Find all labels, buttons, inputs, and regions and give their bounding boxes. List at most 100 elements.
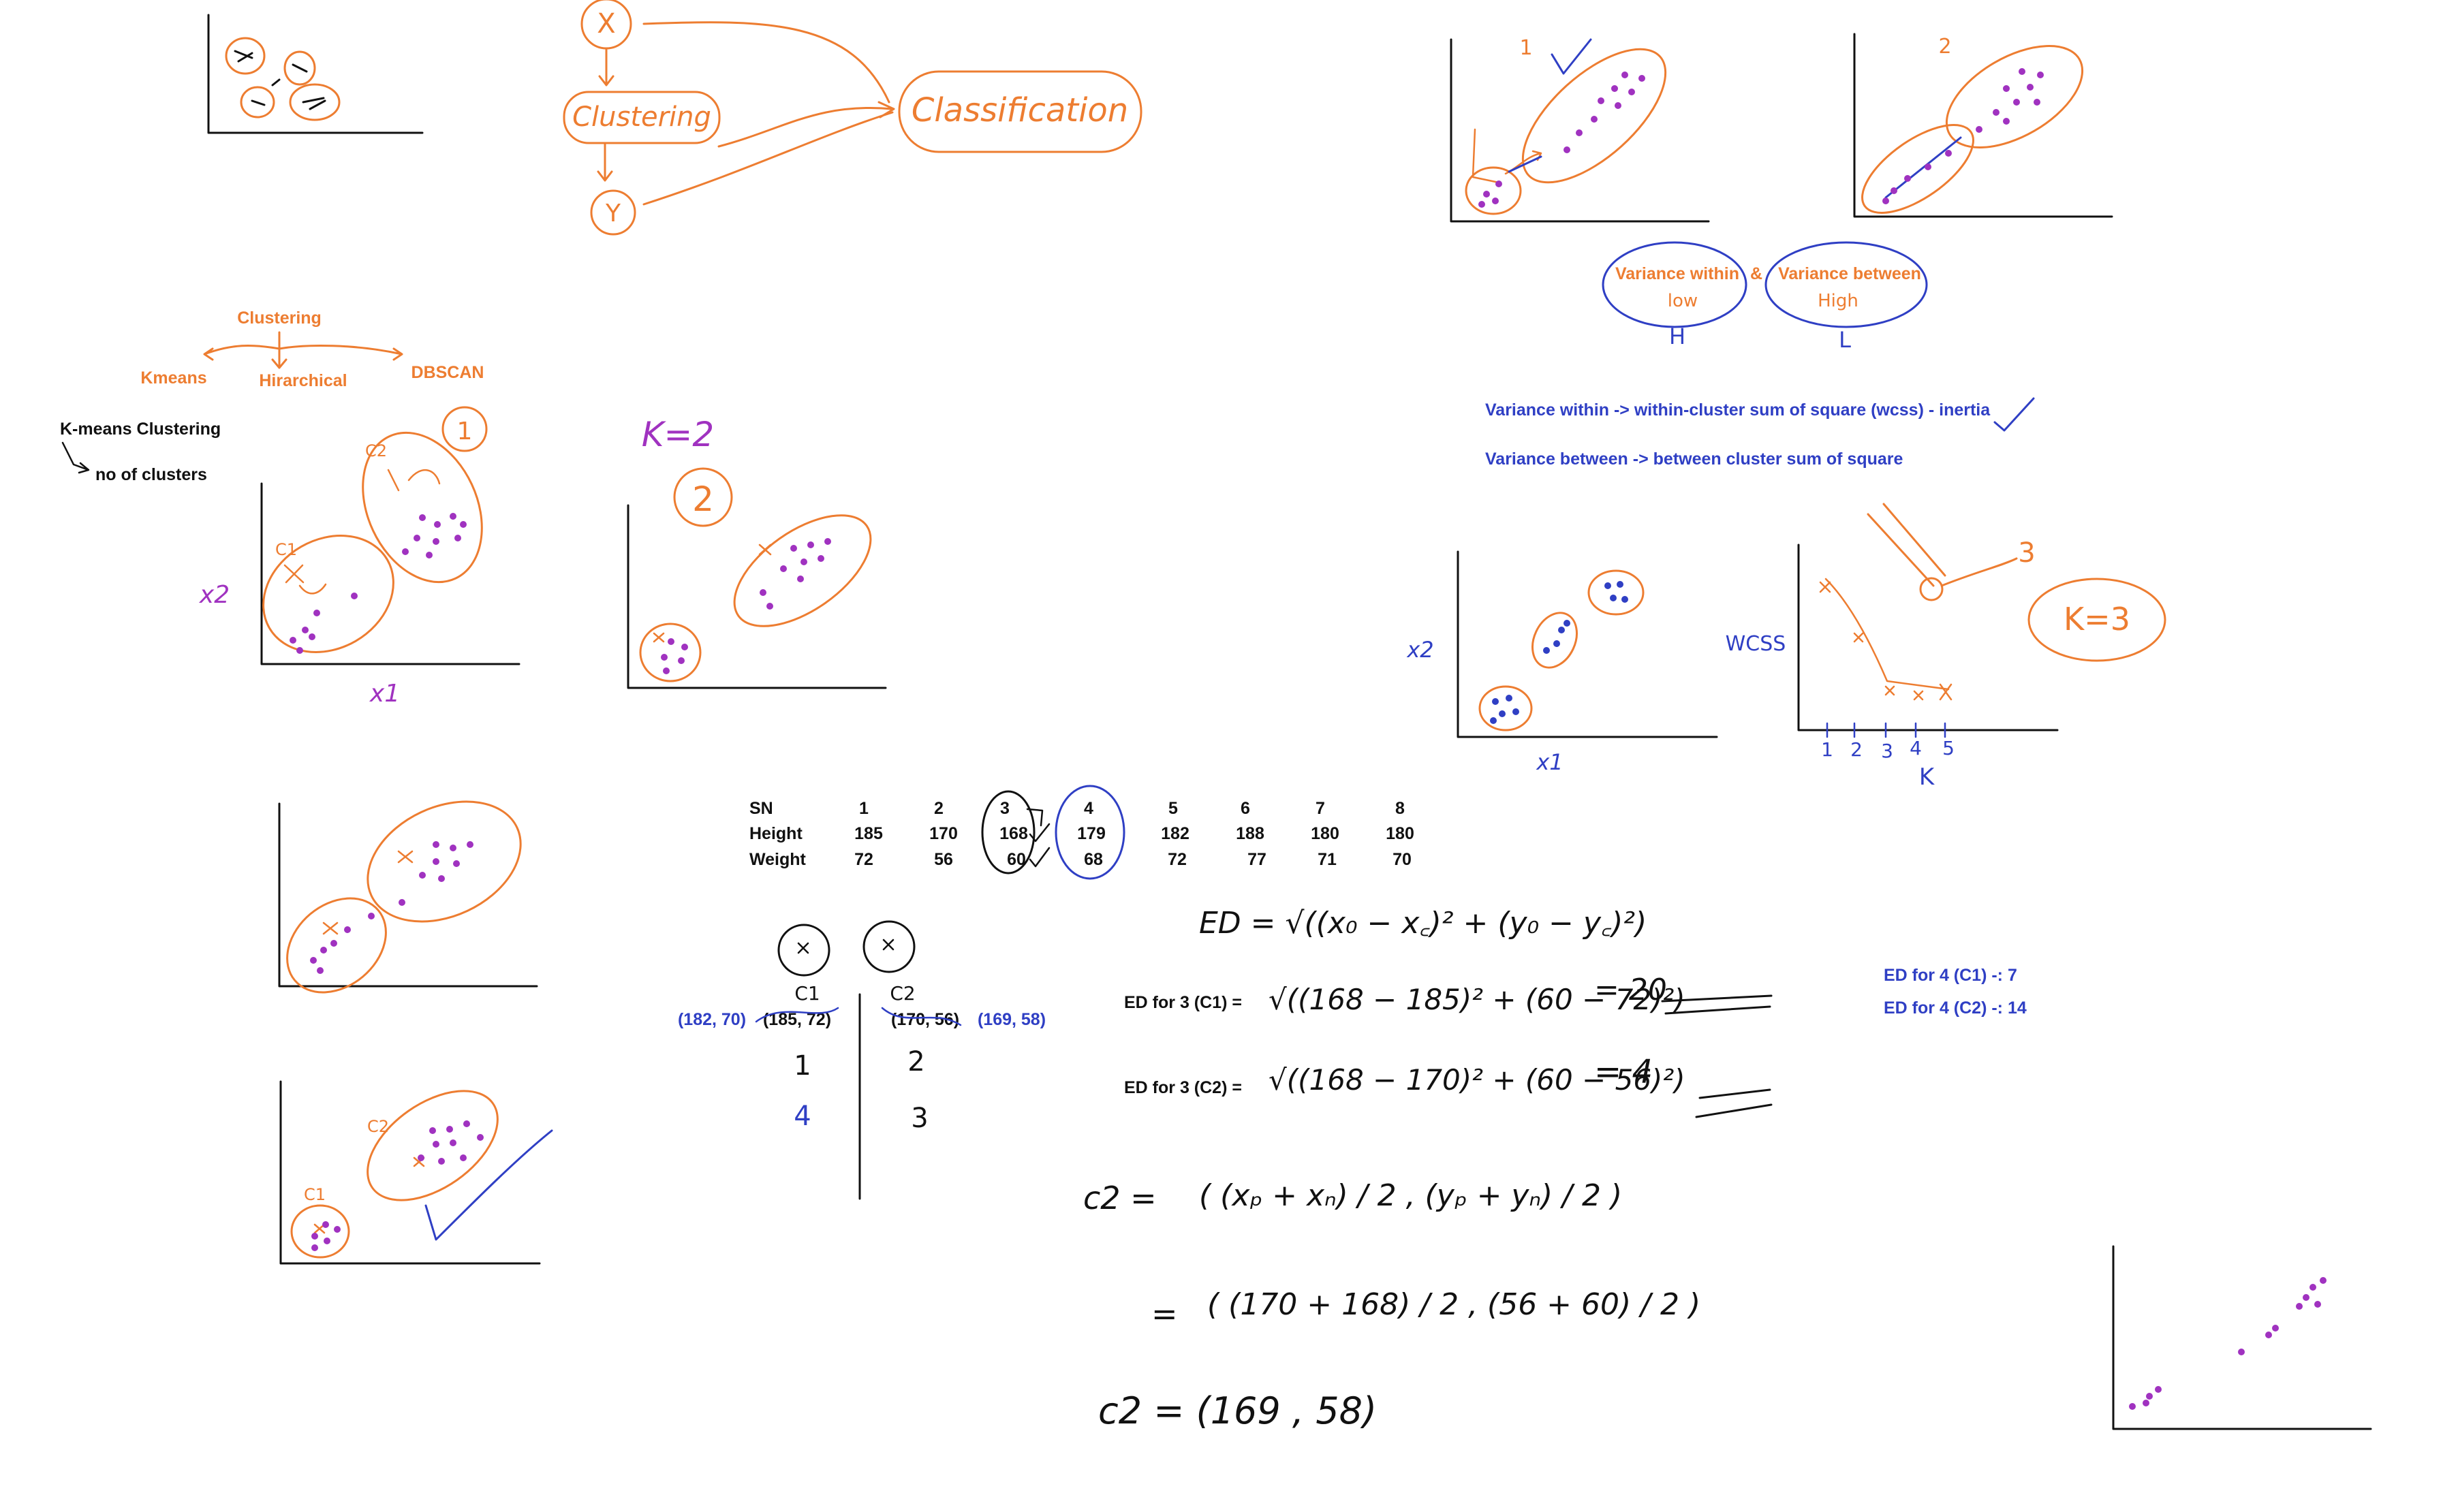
elbow-k-result: K=3 [2064,601,2130,637]
centroid-assignment: C1 C2 (185, 72) (170, 56) (182, 70) (169… [678,920,1046,1200]
table-cell: 180 [1311,824,1339,843]
table-cell: 70 [1393,850,1412,869]
formula-c2-lhs: c2 = [1083,1180,1157,1216]
c2-member: 3 [911,1103,928,1134]
variance-within-definition: Variance within -> within-cluster sum of… [1485,400,1991,420]
mini-cluster-plot [207,14,424,134]
formula-ed3-c2-label: ED for 3 (C2) = [1124,1078,1242,1097]
plot1-ylabel: x2 [199,581,230,609]
variance-between-definition: Variance between -> between cluster sum … [1485,450,1903,469]
table-cell: 185 [854,824,883,843]
table-header-cell: 4 [1084,799,1093,818]
table-cell: 72 [854,850,873,869]
formula-ed3-c2-result: = 4 [1594,1053,1653,1091]
formula-ed4-c2: ED for 4 (C2) -: 14 [1884,998,2027,1018]
k3-ylabel: x2 [1406,637,1433,663]
elbow-tick-labels: 1 2 3 4 5 [1821,737,1955,762]
plot-step-2: K=2 2 [627,415,887,689]
c2-member: 2 [907,1046,924,1077]
formula-ed3-c1-result: = 20 [1594,973,1667,1007]
formula-ed3-c2-expr: √((168 − 170)² + (60 − 56)²) [1269,1063,1685,1097]
table-cell: 71 [1318,850,1337,869]
elbow-tick: 5 [1942,737,1955,759]
table-header-cell: 3 [1000,799,1010,818]
variance-within-label: Variance within [1615,264,1739,283]
table-header-cell: 8 [1395,799,1405,818]
variance-plot-1: 1 [1450,36,1710,223]
variance-plot1-label: 1 [1519,36,1532,60]
table-cell: 56 [934,850,953,869]
table-cell: 68 [1084,850,1103,869]
variance-ampersand: & [1750,264,1762,283]
flow-x-node: X [597,8,615,40]
table-cell: 188 [1236,824,1264,843]
centroid-c2-updated: (169, 58) [978,1010,1046,1029]
elbow-tick: 3 [1881,740,1893,762]
kmeans-subtitle: no of clusters [95,465,207,484]
centroid-c2-label: C2 [890,982,915,1005]
elbow-ylabel: WCSS [1726,632,1786,656]
table-cell: 168 [999,824,1028,843]
variance-plot-2: 2 [1853,33,2113,218]
table-header-cell: SN [749,799,773,818]
data-table: SN 1 2 3 4 5 6 7 8 Height 185 170 168 17… [749,785,1414,880]
bottom-right-scatter [2112,1245,2372,1430]
table-header-cell: 2 [934,799,944,818]
plot2-step-badge: 2 [692,479,714,519]
learning-flow-diagram: X Clustering Y Classification [563,0,1142,236]
variance-between-label: Variance between [1778,264,1921,283]
flow-clustering-node: Clustering [572,101,711,133]
plot1-xlabel: x1 [369,680,400,708]
kmeans-note: K-means Clustering no of clusters [60,420,221,484]
taxonomy-hierarchical: Hirarchical [259,371,347,390]
kmeans-title: K-means Clustering [60,420,221,439]
table-cell: 170 [929,824,958,843]
taxonomy-dbscan: DBSCAN [411,363,484,382]
formula-c2-general: ( (xₚ + xₙ) / 2 , (yₚ + yₙ) / 2 ) [1199,1178,1622,1213]
plot5-c2-label: C2 [367,1117,389,1136]
c1-member: 4 [794,1101,811,1132]
table-cell: Height [749,824,803,843]
table-cell: 179 [1077,824,1106,843]
table-header-cell: 7 [1316,799,1325,818]
plot-step-4: C2 C1 [279,1080,553,1265]
plot1-c2-label: C2 [365,441,387,460]
table-row-height: Height 185 170 168 179 182 188 180 180 [749,824,1414,843]
elbow-mark: 3 [2018,537,2035,569]
variance-within-mark: H [1669,324,1685,349]
taxonomy-root: Clustering [237,309,322,328]
formulas: ED = √((x₀ − x꜀)² + (y₀ − y꜀)²) ED for 3… [1083,906,2027,1432]
flow-classification-node: Classification [912,91,1128,129]
formula-ed4-c1: ED for 4 (C1) -: 7 [1884,966,2017,985]
elbow-tick: 1 [1821,738,1833,761]
plot1-step-badge: 1 [457,418,473,445]
variance-labels: Variance within & Variance between low H… [1485,241,2035,469]
centroid-c1-updated: (182, 70) [678,1010,746,1029]
table-cell: Weight [749,850,807,869]
table-cell: 180 [1386,824,1414,843]
table-header-row: SN 1 2 3 4 5 6 7 8 [749,799,1405,818]
formula-c2-numeric: ( (170 + 168) / 2 , (56 + 60) / 2 ) [1207,1287,1700,1322]
table-header-cell: 1 [859,799,869,818]
variance-within-value: low [1668,291,1698,311]
plot5-c1-label: C1 [304,1185,326,1204]
plot-step-3 [278,800,538,994]
variance-between-value: High [1818,291,1858,311]
formula-ed: ED = √((x₀ − x꜀)² + (y₀ − y꜀)²) [1199,906,1647,941]
formula-c2-final: c2 = (169 , 58) [1098,1389,1377,1432]
table-cell: 182 [1161,824,1189,843]
flow-y-node: Y [605,200,621,227]
k3-xlabel: x1 [1536,749,1563,775]
table-cell: 72 [1168,850,1187,869]
table-header-cell: 6 [1241,799,1250,818]
plot2-k-label: K=2 [642,415,715,454]
k3-scatter-plot: x2 x1 [1406,550,1718,775]
table-cell: 77 [1247,850,1266,869]
elbow-tick: 4 [1910,737,1922,759]
taxonomy-kmeans: Kmeans [140,368,206,388]
c1-member: 1 [794,1050,811,1082]
formula-ed3-c1-expr: √((168 − 185)² + (60 − 72)²) [1269,983,1685,1016]
elbow-tick: 2 [1850,738,1863,761]
